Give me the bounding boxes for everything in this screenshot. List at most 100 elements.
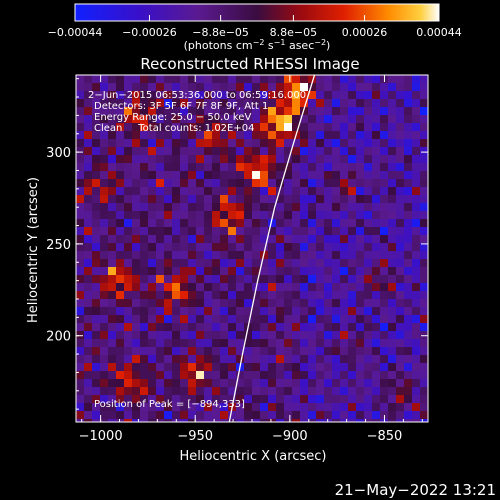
heatmap-pixel bbox=[124, 291, 132, 299]
heatmap-pixel bbox=[140, 395, 148, 403]
heatmap-pixel bbox=[260, 307, 268, 315]
heatmap-pixel bbox=[308, 259, 316, 267]
heatmap-pixel bbox=[132, 251, 140, 259]
heatmap-pixel bbox=[108, 107, 116, 115]
heatmap-pixel bbox=[316, 259, 324, 267]
heatmap-pixel bbox=[348, 259, 356, 267]
heatmap-pixel bbox=[396, 411, 404, 419]
heatmap-pixel bbox=[212, 395, 220, 403]
heatmap-pixel bbox=[308, 355, 316, 363]
heatmap-pixel bbox=[100, 235, 108, 243]
heatmap-pixel bbox=[332, 299, 340, 307]
heatmap-pixel bbox=[236, 291, 244, 299]
heatmap-pixel bbox=[252, 219, 260, 227]
heatmap-pixel bbox=[100, 403, 108, 411]
heatmap-pixel bbox=[308, 243, 316, 251]
heatmap-pixel bbox=[324, 259, 332, 267]
heatmap-pixel bbox=[292, 379, 300, 387]
heatmap-pixel bbox=[284, 211, 292, 219]
heatmap-pixel bbox=[404, 91, 412, 99]
heatmap-pixel bbox=[132, 99, 140, 107]
heatmap-pixel bbox=[116, 371, 124, 379]
heatmap-pixel bbox=[140, 355, 148, 363]
heatmap-pixel bbox=[140, 283, 148, 291]
heatmap-pixel bbox=[188, 267, 196, 275]
heatmap-pixel bbox=[388, 267, 396, 275]
heatmap-pixel bbox=[268, 267, 276, 275]
heatmap-pixel bbox=[156, 227, 164, 235]
heatmap-pixel bbox=[420, 147, 428, 155]
heatmap-pixel bbox=[372, 107, 380, 115]
heatmap-pixel bbox=[388, 259, 396, 267]
heatmap-pixel bbox=[412, 379, 420, 387]
heatmap-pixel bbox=[412, 347, 420, 355]
heatmap-pixel bbox=[180, 251, 188, 259]
heatmap-pixel bbox=[196, 251, 204, 259]
heatmap-pixel bbox=[412, 267, 420, 275]
heatmap-pixel bbox=[284, 139, 292, 147]
heatmap-pixel bbox=[332, 91, 340, 99]
heatmap-pixel bbox=[300, 243, 308, 251]
heatmap-pixel bbox=[236, 155, 244, 163]
heatmap-pixel bbox=[308, 91, 316, 99]
heatmap-pixel bbox=[220, 139, 228, 147]
heatmap-pixel bbox=[116, 291, 124, 299]
heatmap-pixel bbox=[124, 179, 132, 187]
heatmap-pixel bbox=[204, 355, 212, 363]
heatmap-pixel bbox=[372, 331, 380, 339]
heatmap-pixel bbox=[188, 107, 196, 115]
heatmap-pixel bbox=[172, 355, 180, 363]
heatmap-pixel bbox=[372, 163, 380, 171]
heatmap-pixel bbox=[172, 83, 180, 91]
heatmap-pixel bbox=[220, 315, 228, 323]
heatmap-pixel bbox=[420, 243, 428, 251]
heatmap-pixel bbox=[180, 307, 188, 315]
heatmap-pixel bbox=[156, 387, 164, 395]
heatmap-pixel bbox=[348, 411, 356, 419]
heatmap-pixel bbox=[260, 339, 268, 347]
heatmap-pixel bbox=[380, 291, 388, 299]
heatmap-pixel bbox=[252, 147, 260, 155]
heatmap-pixel bbox=[92, 75, 100, 83]
heatmap-pixel bbox=[148, 115, 156, 123]
heatmap-pixel bbox=[220, 83, 228, 91]
heatmap-pixel bbox=[196, 163, 204, 171]
heatmap-pixel bbox=[284, 395, 292, 403]
heatmap-pixel bbox=[356, 99, 364, 107]
heatmap-pixel bbox=[180, 99, 188, 107]
heatmap-pixel bbox=[188, 299, 196, 307]
y-axis-label: Heliocentric Y (arcsec) bbox=[26, 177, 41, 323]
heatmap-pixel bbox=[220, 147, 228, 155]
heatmap-pixel bbox=[268, 123, 276, 131]
heatmap-pixel bbox=[420, 155, 428, 163]
heatmap-pixel bbox=[212, 99, 220, 107]
heatmap-pixel bbox=[324, 387, 332, 395]
heatmap-pixel bbox=[292, 267, 300, 275]
heatmap-pixel bbox=[284, 315, 292, 323]
heatmap-pixel bbox=[140, 147, 148, 155]
heatmap-pixel bbox=[380, 163, 388, 171]
heatmap-pixel bbox=[236, 275, 244, 283]
heatmap-pixel bbox=[100, 107, 108, 115]
heatmap-pixel bbox=[140, 419, 148, 422]
heatmap-pixel bbox=[356, 387, 364, 395]
heatmap-pixel bbox=[228, 387, 236, 395]
heatmap-pixel bbox=[100, 323, 108, 331]
heatmap-pixel bbox=[356, 163, 364, 171]
heatmap-pixel bbox=[404, 195, 412, 203]
heatmap-pixel bbox=[100, 179, 108, 187]
heatmap-pixel bbox=[228, 371, 236, 379]
heatmap-pixel bbox=[316, 107, 324, 115]
heatmap-pixel bbox=[148, 163, 156, 171]
heatmap-pixel bbox=[228, 251, 236, 259]
heatmap-pixel bbox=[180, 403, 188, 411]
heatmap-pixel bbox=[404, 187, 412, 195]
heatmap-pixel bbox=[220, 107, 228, 115]
heatmap-pixel bbox=[300, 163, 308, 171]
heatmap-pixel bbox=[300, 315, 308, 323]
heatmap-pixel bbox=[420, 131, 428, 139]
heatmap-pixel bbox=[164, 123, 172, 131]
heatmap-pixel bbox=[236, 251, 244, 259]
heatmap-pixel bbox=[180, 299, 188, 307]
heatmap-pixel bbox=[124, 139, 132, 147]
